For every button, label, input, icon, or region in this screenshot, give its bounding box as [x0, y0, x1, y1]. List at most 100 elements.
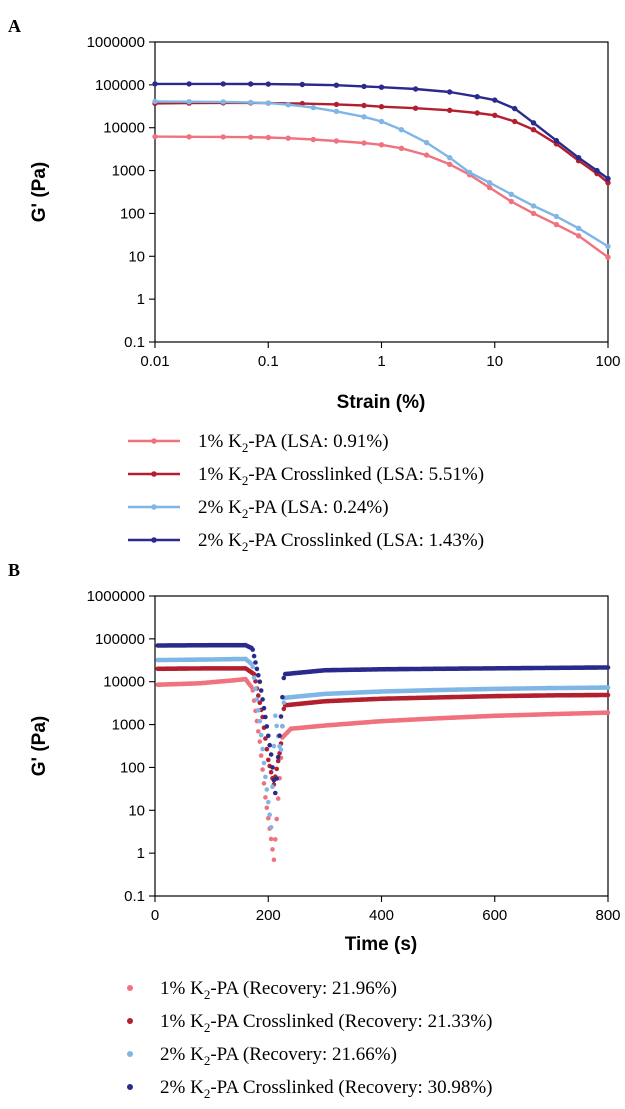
data-point-b-1 — [266, 757, 271, 763]
data-point-b-0 — [274, 816, 280, 822]
data-point-a-3 — [299, 81, 305, 88]
data-point-b-3 — [255, 673, 261, 678]
legend-item-label: 1% K2-PA Crosslinked (Recovery: 21.33%) — [160, 1011, 492, 1035]
data-point-a-2 — [447, 155, 453, 161]
legend-text-prefix: 1% K — [198, 464, 242, 485]
y-axis-title-a: G' (Pa) — [29, 162, 50, 222]
data-point-a-3 — [575, 155, 582, 161]
legend-b: 1% K2-PA (Recovery: 21.96%)1% K2-PA Cros… — [127, 978, 492, 1101]
data-point-a-2 — [605, 243, 611, 250]
data-point-b-3 — [273, 790, 278, 796]
data-point-a-2 — [310, 104, 316, 111]
data-point-b-2 — [268, 825, 274, 830]
x-tick-label: 100 — [595, 353, 620, 370]
data-point-b-3 — [268, 752, 274, 757]
data-point-b-2 — [267, 812, 273, 817]
data-point-b-0 — [258, 753, 264, 758]
data-point-b-3 — [261, 705, 267, 711]
data-point-b-3 — [254, 666, 260, 672]
legend-text-suffix: -PA (LSA: 0.91%) — [248, 431, 388, 452]
x-tick-label: 800 — [595, 907, 620, 924]
data-point-a-2 — [265, 100, 271, 106]
data-point-b-0 — [260, 767, 265, 772]
data-point-a-0 — [285, 135, 291, 141]
legend-text-suffix: -PA Crosslinked (Recovery: 21.33%) — [210, 1011, 492, 1032]
data-point-b-3 — [258, 688, 264, 693]
series-line-a-0 — [154, 135, 609, 259]
data-point-a-3 — [474, 94, 480, 100]
y-tick-label: 10000 — [103, 120, 145, 137]
data-point-a-3 — [553, 137, 560, 144]
data-point-b-2 — [255, 708, 261, 713]
x-axis-title-a: Strain (%) — [337, 392, 426, 413]
data-point-a-3 — [265, 81, 271, 87]
y-tick-label: 100000 — [95, 77, 145, 94]
data-point-b-0 — [249, 684, 254, 690]
axes-a: 0.1 1 10 100 1000 10000 100000 1000000 0.01 0.1 1 1… — [87, 34, 621, 370]
data-point-b-2 — [280, 723, 285, 729]
series-line-a-2 — [154, 100, 609, 248]
legend-text-suffix: -PA (Recovery: 21.66%) — [210, 1044, 397, 1065]
data-point-b-0 — [273, 837, 278, 842]
data-point-a-2 — [466, 169, 473, 176]
x-tick-label: 600 — [482, 907, 507, 924]
data-point-b-2 — [257, 718, 263, 724]
legend-item-label: 2% K2-PA Crosslinked (LSA: 1.43%) — [198, 530, 484, 554]
data-point-b-2 — [273, 713, 278, 718]
data-point-a-0 — [220, 134, 226, 140]
data-point-b-3 — [263, 714, 268, 720]
legend-text-subscript: 2 — [242, 539, 249, 554]
data-point-a-0 — [447, 161, 453, 167]
data-point-a-2 — [553, 213, 560, 220]
legend-swatch — [127, 1018, 133, 1024]
data-point-b-2 — [271, 743, 277, 749]
data-point-b-3 — [250, 647, 255, 652]
panel-a-plot: 0.1 1 10 100 1000 10000 100000 1000000 0.01 0.1 1 1… — [87, 34, 621, 370]
legend-text-prefix: 2% K — [160, 1044, 204, 1065]
legend-text-suffix: -PA Crosslinked (Recovery: 30.98%) — [210, 1077, 492, 1098]
legend-text-prefix: 2% K — [198, 530, 242, 551]
data-point-a-3 — [361, 83, 367, 90]
data-point-a-2 — [152, 98, 158, 105]
data-point-a-1 — [447, 107, 453, 114]
data-point-a-2 — [486, 180, 493, 186]
data-point-a-0 — [361, 140, 367, 146]
data-point-a-0 — [423, 152, 430, 158]
legend-text-prefix: 1% K — [160, 978, 204, 999]
data-point-a-0 — [398, 145, 405, 151]
data-point-b-1 — [257, 700, 263, 705]
data-point-b-2 — [250, 664, 255, 670]
legend-text-subscript: 2 — [204, 1053, 211, 1068]
data-point-a-3 — [152, 81, 158, 87]
data-point-a-3 — [220, 81, 226, 87]
data-point-a-0 — [486, 184, 493, 191]
data-point-a-3 — [594, 167, 600, 174]
data-point-a-3 — [186, 81, 192, 87]
data-point-a-2 — [423, 139, 430, 146]
data-point-b-3 — [277, 733, 282, 738]
data-point-a-1 — [299, 100, 305, 107]
data-point-b-1 — [281, 706, 287, 712]
data-point-a-3 — [492, 97, 498, 103]
legend-text-prefix: 2% K — [160, 1077, 204, 1098]
data-point-b-0 — [275, 796, 281, 801]
data-point-b-3 — [267, 742, 273, 748]
data-point-b-2 — [266, 799, 271, 805]
data-point-b-3 — [270, 765, 275, 770]
data-point-b-2 — [605, 685, 611, 690]
legend-text-suffix: -PA Crosslinked (LSA: 5.51%) — [248, 464, 484, 485]
y-tick-label: 1000000 — [87, 34, 145, 51]
y-tick-label: 1000 — [112, 717, 145, 734]
data-point-b-3 — [264, 724, 270, 729]
data-point-b-3 — [251, 653, 257, 659]
data-point-b-1 — [268, 769, 274, 775]
data-point-b-2 — [274, 723, 280, 729]
data-point-a-3 — [512, 105, 518, 112]
legend-text-prefix: 1% K — [198, 431, 242, 452]
y-tick-label: 10 — [128, 802, 145, 819]
legend-text-subscript: 2 — [242, 473, 249, 488]
data-point-b-2 — [258, 732, 264, 738]
legend-text-subscript: 2 — [204, 1086, 211, 1101]
data-point-b-1 — [605, 692, 611, 698]
